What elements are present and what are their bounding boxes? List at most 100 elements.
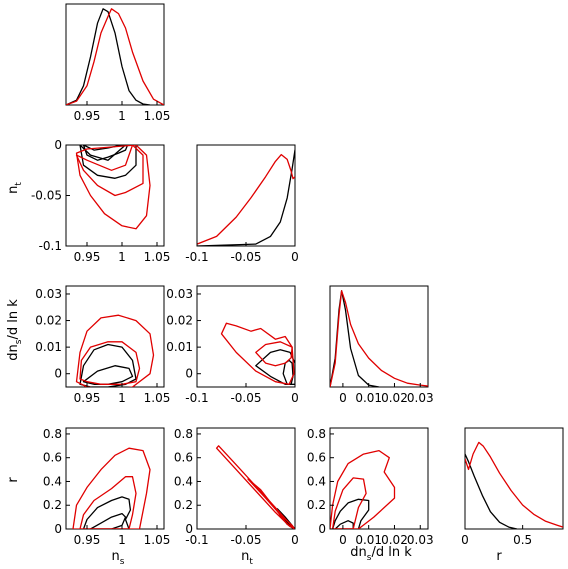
y-tick-label: -0.1: [39, 239, 62, 253]
x-tick-label: 1.05: [144, 533, 171, 547]
contour-3: [220, 322, 295, 385]
x-tick-label: 1: [118, 533, 126, 547]
x-tick-label: 0.95: [74, 391, 101, 405]
contour-3: [72, 447, 151, 529]
x-tick-label: 0: [291, 250, 299, 264]
x-tick-label: 0.02: [381, 391, 408, 405]
panel-nt: -0.1 -0.05 0: [185, 144, 299, 264]
x-tick-label: 0.01: [355, 533, 382, 547]
y-tick-label: 0.2: [43, 498, 62, 512]
panel-run: 0 0.01 0.02 0.03: [329, 285, 434, 405]
panel-plot-area: [465, 441, 563, 529]
x-tick-label: -0.1: [185, 391, 208, 405]
x-tick-label: 0.03: [407, 533, 434, 547]
contour-1: [79, 145, 137, 179]
contour-3: [215, 445, 295, 529]
y-tick-label: 0.8: [43, 427, 62, 441]
ylabel-nt: nt: [6, 182, 24, 194]
x-tick-label: 0.02: [381, 533, 408, 547]
panel-frame: [196, 285, 296, 388]
y-tick-label: 0.8: [307, 427, 326, 441]
x-tick-label: -0.1: [185, 250, 208, 264]
x-tick-label: 0: [339, 391, 347, 405]
x-tick-label: -0.05: [230, 250, 261, 264]
x-tick-label: 0.01: [355, 391, 382, 405]
contour-1: [82, 496, 132, 529]
panel-frame: [65, 427, 165, 530]
xlabel-r: r: [496, 549, 502, 564]
y-tick-label: 0.01: [166, 340, 193, 354]
contour-3: [75, 314, 155, 387]
panel-nt_run: -0.1 -0.05 0 0.03 0.02 0.01 0: [166, 285, 299, 405]
panel-frame: [329, 427, 429, 530]
x-tick-label: 0.95: [74, 109, 101, 123]
y-tick-label: 0.4: [43, 474, 62, 488]
x-tick-label: 1: [118, 109, 126, 123]
x-tick-label: -0.05: [230, 391, 261, 405]
y-tick-label: 0.6: [43, 451, 62, 465]
contour-0: [334, 520, 354, 529]
contour-2: [79, 476, 137, 529]
panel-ns_nt: 0.95 1 1.05 0 -0.05 -0.1: [31, 138, 170, 264]
panel-plot-area: [197, 149, 295, 246]
xlabel-ns: ns: [112, 549, 125, 567]
panels: 0.95 1 1.050.95 1 1.050-0.05-0.1-0.1 -0.05 00.…: [31, 3, 564, 547]
panel-ns: 0.95 1 1.05: [65, 3, 171, 123]
panel-plot-area: [220, 322, 295, 385]
panel-frame: [65, 3, 165, 106]
density-curve-1: [66, 8, 164, 105]
y-tick-label: 0.02: [166, 314, 193, 328]
y-tick-label: 0.03: [166, 287, 193, 301]
contour-0: [82, 145, 129, 161]
y-tick-label: 0: [185, 367, 193, 381]
panel-frame: [329, 285, 429, 388]
ylabel-run: dns/d ln k: [6, 299, 24, 361]
panel-run_r: 0 0.01 0.02 0.03 0.8 0.6 0.4 0.2 0: [307, 427, 434, 547]
y-tick-label: 0.4: [307, 474, 326, 488]
x-tick-label: 0.95: [74, 533, 101, 547]
panel-plot-area: [330, 449, 396, 529]
panel-ns_run: 0.95 1 1.05 0.03 0.02 0.01 0: [35, 285, 171, 405]
x-tick-label: 0.95: [74, 250, 101, 264]
x-tick-label: 0: [291, 391, 299, 405]
y-tick-label: 0.2: [174, 498, 193, 512]
y-tick-label: -0.05: [31, 189, 62, 203]
contour-3: [75, 145, 151, 230]
panel-plot-area: [75, 145, 151, 230]
x-tick-label: 1.05: [144, 109, 171, 123]
y-tick-label: 0.03: [35, 287, 62, 301]
y-tick-label: 0: [54, 367, 62, 381]
contour-1: [79, 343, 137, 387]
xlabel-nt: nt: [241, 549, 253, 567]
contour-2: [255, 341, 293, 367]
x-tick-label: -0.05: [230, 533, 261, 547]
panel-plot-area: [330, 290, 428, 387]
density-curve-1: [197, 153, 295, 245]
panel-nt_r: -0.1 -0.05 0 0.8 0.6 0.4 0.2 0: [174, 427, 299, 547]
density-curve-1: [330, 290, 428, 387]
y-tick-label: 0: [185, 522, 193, 536]
x-tick-label: 1.05: [144, 391, 171, 405]
x-tick-label: 0: [339, 533, 347, 547]
density-curve-0: [197, 149, 295, 246]
panel-frame: [196, 144, 296, 247]
contour-0: [89, 512, 127, 529]
x-tick-label: 1: [118, 391, 126, 405]
y-tick-label: 0.4: [174, 474, 193, 488]
contour-1: [331, 498, 370, 529]
panel-ns_r: 0.95 1 1.05 0.8 0.6 0.4 0.2 0: [43, 427, 170, 547]
ylabel-r: r: [6, 477, 21, 483]
density-curve-0: [66, 8, 151, 105]
xlabel-run: dns/d ln k: [350, 545, 412, 563]
y-tick-label: 0: [318, 522, 326, 536]
axis-labels: nt dns/d ln k r ns nt dns/d ln k r: [6, 182, 502, 567]
x-tick-label: 0.03: [407, 391, 434, 405]
y-tick-label: 0.6: [174, 451, 193, 465]
x-tick-label: 0.5: [513, 533, 532, 547]
y-tick-label: 0.6: [307, 451, 326, 465]
y-tick-label: 0.2: [307, 498, 326, 512]
panel-r: 0 0.5: [461, 427, 564, 547]
contour-3: [330, 449, 396, 529]
density-curve-1: [465, 441, 563, 528]
